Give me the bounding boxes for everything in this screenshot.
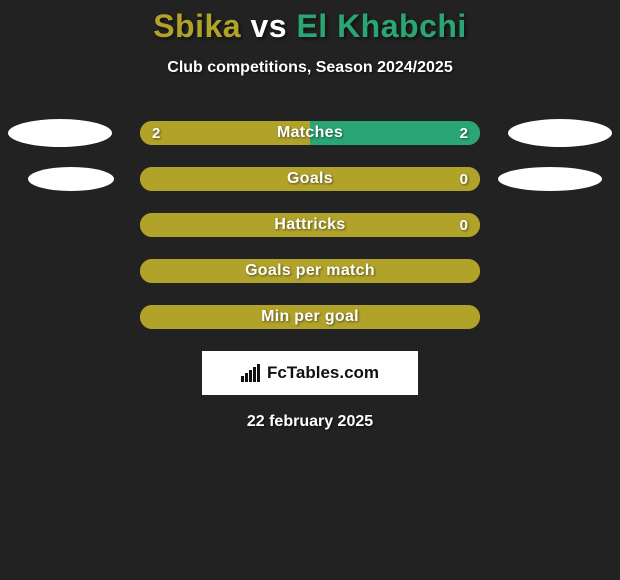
stat-bar: Goals0	[140, 167, 480, 191]
stat-bar: Goals per match	[140, 259, 480, 283]
player2-name: El Khabchi	[296, 8, 466, 44]
stat-label: Matches	[140, 121, 480, 145]
comparison-title: Sbika vs El Khabchi	[0, 0, 620, 45]
side-ellipse-left	[8, 119, 112, 147]
stat-label: Goals	[140, 167, 480, 191]
logo-box: FcTables.com	[202, 351, 418, 395]
logo-text: FcTables.com	[267, 363, 379, 383]
stat-row: Matches2 2	[0, 121, 620, 145]
stat-value-right: 0	[460, 167, 468, 191]
stat-bar: Matches2 2	[140, 121, 480, 145]
stat-value-right: 0	[460, 213, 468, 237]
stat-value-left: 2	[152, 121, 160, 145]
side-ellipse-right	[498, 167, 602, 191]
stat-row: Min per goal	[0, 305, 620, 329]
logo-chart-icon	[241, 364, 263, 382]
stat-label: Min per goal	[140, 305, 480, 329]
stat-label: Hattricks	[140, 213, 480, 237]
stat-rows: Matches22Goals0Hattricks0Goals per match…	[0, 121, 620, 329]
stat-bar: Min per goal	[140, 305, 480, 329]
stat-label: Goals per match	[140, 259, 480, 283]
subtitle: Club competitions, Season 2024/2025	[0, 59, 620, 77]
date-text: 22 february 2025	[0, 413, 620, 431]
stat-row: Hattricks0	[0, 213, 620, 237]
side-ellipse-right	[508, 119, 612, 147]
vs-separator: vs	[241, 8, 296, 44]
stat-value-right: 2	[460, 121, 468, 145]
stat-row: Goals0	[0, 167, 620, 191]
infographic-stage: Sbika vs El Khabchi Club competitions, S…	[0, 0, 620, 580]
stat-row: Goals per match	[0, 259, 620, 283]
stat-bar: Hattricks0	[140, 213, 480, 237]
side-ellipse-left	[28, 167, 114, 191]
player1-name: Sbika	[153, 8, 241, 44]
